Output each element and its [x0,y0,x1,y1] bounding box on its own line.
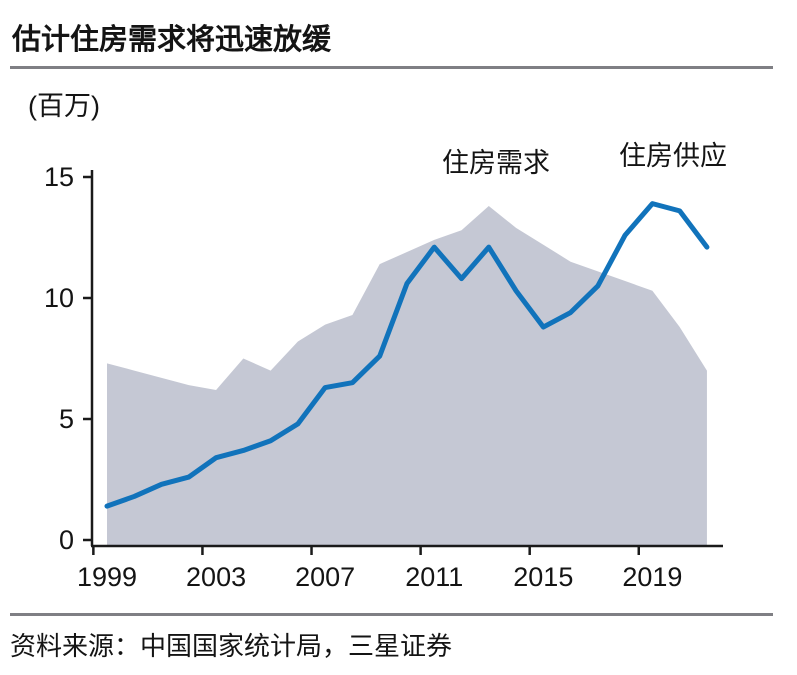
x-tick-label: 2007 [295,562,355,592]
x-tick-label: 2015 [513,562,573,592]
y-axis-unit-label: (百万) [28,91,100,121]
y-tick-label: 0 [59,525,74,555]
chart-title: 估计住房需求将迅速放缓 [12,24,332,56]
y-tick-label: 10 [44,283,74,313]
series-label-housing-supply: 住房供应 [619,141,727,171]
source-note: 资料来源：中国国家统计局，三星证券 [10,631,453,661]
title-divider [10,66,773,69]
housing-demand-area [107,206,707,547]
x-tick-label: 1999 [77,562,137,592]
x-tick-label: 2003 [186,562,246,592]
housing-supply-line [104,201,710,509]
source-divider [10,613,773,616]
series-label-housing-demand: 住房需求 [442,148,550,178]
y-tick-label: 15 [44,162,74,192]
x-tick-label: 2011 [405,562,463,592]
x-tick-label: 2019 [622,562,682,592]
y-tick-label: 5 [59,404,74,434]
